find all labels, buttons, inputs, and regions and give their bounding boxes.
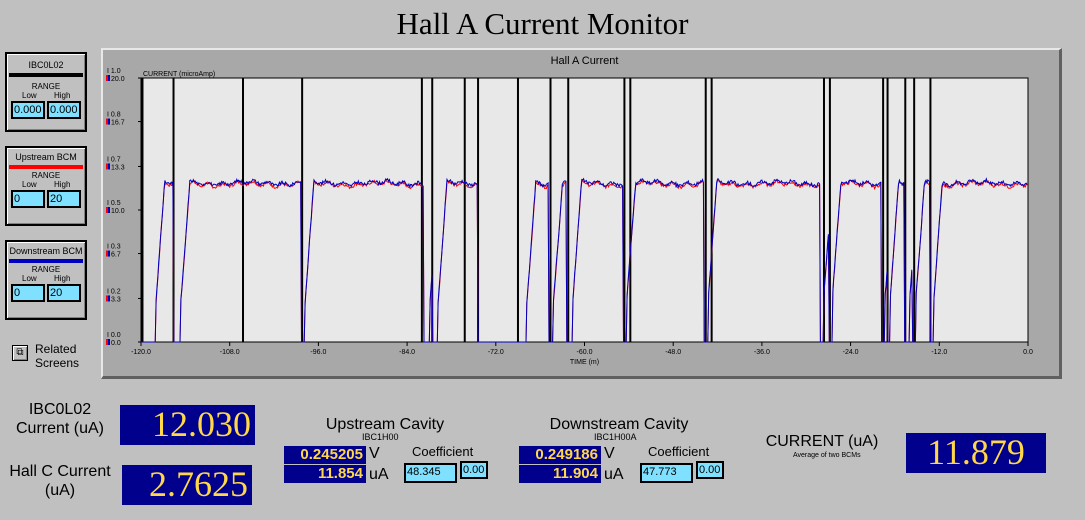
related-screens-button[interactable]: ⧉ <box>12 345 28 361</box>
y-tick-label-right: 10.0 <box>111 208 125 215</box>
x-tick-label: -60.0 <box>577 349 593 356</box>
high-label: High <box>54 91 71 100</box>
x-tick-label: -36.0 <box>754 349 770 356</box>
average-current-value: 11.879 <box>906 433 1046 473</box>
plot-area <box>140 77 1029 343</box>
related-screens-label[interactable]: Related Screens <box>35 342 80 370</box>
upstream-amps-unit: uA <box>369 466 389 483</box>
downstream-offset-input[interactable]: 0.00 <box>696 461 724 479</box>
x-axis-label: TIME (m) <box>570 359 599 366</box>
upstream-range-title: Upstream BCM <box>15 152 77 162</box>
upstream-amps: 11.854 <box>284 465 366 483</box>
downstream-cavity-title: Downstream Cavity <box>549 416 689 433</box>
high-label: High <box>54 180 71 189</box>
hallc-current-value: 2.7625 <box>122 465 252 505</box>
downstream-coef-label: Coefficient <box>648 444 710 459</box>
y-tick-marker-red <box>106 118 108 125</box>
x-tick-label: -120.0 <box>131 349 151 356</box>
y-tick-label-left: I 0.5 <box>107 200 121 207</box>
page-title: Hall A Current Monitor <box>396 6 689 41</box>
y-tick-label-left: I 0.0 <box>107 332 121 339</box>
downstream-low-input[interactable]: 0 <box>11 284 45 302</box>
downstream-high-input[interactable]: 20 <box>47 284 81 302</box>
x-tick-label: -96.0 <box>310 349 326 356</box>
current-chart: Hall A Current CURRENT (microAmp) TIME (m)… <box>101 48 1062 379</box>
y-tick-marker-red <box>106 75 108 81</box>
downstream-amps-unit: uA <box>604 466 624 483</box>
upstream-offset-input[interactable]: 0.00 <box>460 461 488 479</box>
upstream-coef-input[interactable]: 48.345 <box>404 463 457 483</box>
x-tick-label: -24.0 <box>843 349 859 356</box>
upstream-cavity-title: Upstream Cavity <box>325 416 445 433</box>
hallc-current-label: Hall C Current (uA) <box>9 463 111 499</box>
low-label: Low <box>22 180 37 189</box>
x-tick-label: -12.0 <box>931 349 947 356</box>
y-axis-label: CURRENT (microAmp) <box>143 71 215 78</box>
upstream-low-input[interactable]: 0 <box>11 190 45 208</box>
y-tick-label-right: 20.0 <box>111 76 125 83</box>
ibc-low-input[interactable]: 0.000 <box>11 101 45 119</box>
ibc-range-panel: IBC0L02 RANGE Low High 0.000 0.000 <box>5 52 87 132</box>
upstream-range-panel: Upstream BCM RANGE Low High 0 20 <box>5 146 87 226</box>
chart-title: Hall A Current <box>551 55 619 67</box>
ibc-current-label: IBC0L02 Current (uA) <box>15 401 105 437</box>
y-tick-marker-red <box>106 250 108 257</box>
downstream-bcm-series <box>141 177 1028 343</box>
x-tick-label: -108.0 <box>220 349 240 356</box>
y-tick-marker-blue <box>108 295 110 302</box>
downstream-volts-unit: V <box>604 445 615 462</box>
ibc-high-input[interactable]: 0.000 <box>47 101 81 119</box>
y-tick-marker-blue <box>108 75 110 81</box>
downstream-color-swatch <box>9 259 83 263</box>
y-tick-marker-red <box>106 163 108 170</box>
y-tick-marker-red <box>106 295 108 302</box>
y-tick-marker-red <box>106 339 108 345</box>
windows-icon: ⧉ <box>16 347 24 358</box>
downstream-range-panel: Downstream BCM RANGE Low High 0 20 <box>5 240 87 320</box>
y-tick-label-left: I 1.0 <box>107 68 121 75</box>
downstream-amps: 11.904 <box>519 465 601 483</box>
y-tick-marker-blue <box>108 339 110 345</box>
low-label: Low <box>22 274 37 283</box>
high-label: High <box>54 274 71 283</box>
low-label: Low <box>22 91 37 100</box>
current-label: CURRENT (uA) <box>765 433 879 450</box>
y-tick-marker-blue <box>108 250 110 257</box>
y-tick-marker-red <box>106 207 108 213</box>
x-tick-label: 0.0 <box>1023 349 1033 356</box>
downstream-channel: IBC1H00A <box>594 432 637 442</box>
y-tick-label-right: 6.7 <box>111 252 121 259</box>
downstream-volts: 0.249186 <box>519 446 601 464</box>
ibc-color-swatch <box>9 73 83 77</box>
upstream-high-input[interactable]: 20 <box>47 190 81 208</box>
range-label: RANGE <box>31 171 61 180</box>
current-sub-label: Average of two BCMs <box>793 452 861 459</box>
downstream-coef-input[interactable]: 47.773 <box>640 463 693 483</box>
y-tick-label-left: I 0.7 <box>107 156 121 163</box>
x-tick-label: -72.0 <box>488 349 504 356</box>
y-tick-label-left: I 0.8 <box>107 112 121 119</box>
range-label: RANGE <box>31 82 61 91</box>
y-tick-label-right: 16.7 <box>111 120 125 127</box>
upstream-channel: IBC1H00 <box>362 432 399 442</box>
x-tick-label: -48.0 <box>665 349 681 356</box>
chart-svg: Hall A Current CURRENT (microAmp) TIME (m)… <box>106 55 1033 366</box>
y-tick-label-left: I 0.2 <box>107 288 121 295</box>
x-tick-label: -84.0 <box>399 349 415 356</box>
y-tick-label-left: I 0.3 <box>107 244 121 251</box>
ibc-current-value: 12.030 <box>120 405 255 445</box>
upstream-coef-label: Coefficient <box>412 444 474 459</box>
y-tick-marker-blue <box>108 207 110 213</box>
y-tick-label-right: 13.3 <box>111 164 125 171</box>
upstream-volts-unit: V <box>369 445 380 462</box>
upstream-color-swatch <box>9 165 83 169</box>
y-tick-marker-blue <box>108 163 110 170</box>
ibc-range-title: IBC0L02 <box>28 60 64 70</box>
downstream-range-title: Downstream BCM <box>9 246 83 256</box>
range-label: RANGE <box>31 265 61 274</box>
upstream-volts: 0.245205 <box>284 446 366 464</box>
y-tick-marker-blue <box>108 118 110 125</box>
y-tick-label-right: 3.3 <box>111 296 121 303</box>
y-tick-label-right: 0.0 <box>111 340 121 347</box>
